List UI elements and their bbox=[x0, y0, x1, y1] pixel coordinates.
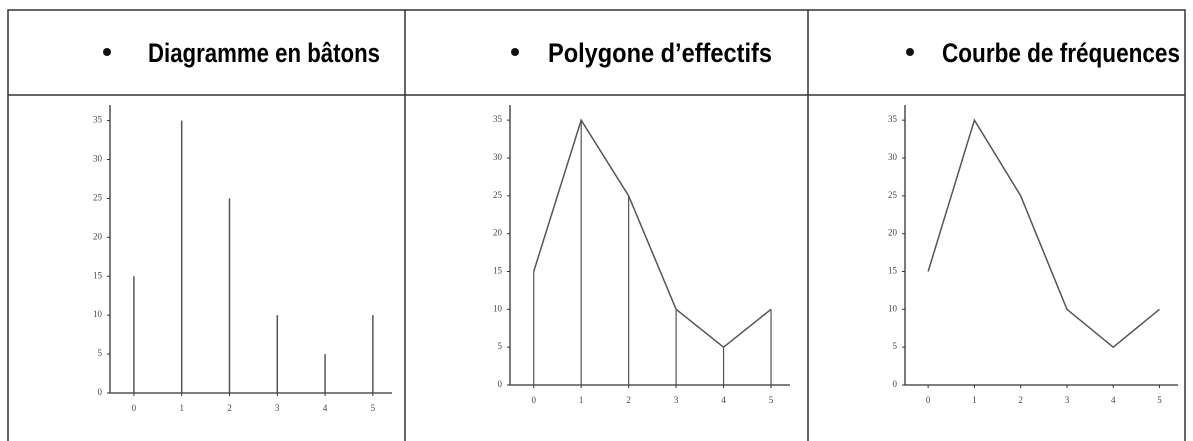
y-tick-label: 0 bbox=[893, 379, 898, 389]
x-tick-label: 3 bbox=[275, 403, 280, 413]
y-tick-label: 20 bbox=[493, 228, 503, 238]
x-tick-label: 2 bbox=[1018, 395, 1023, 405]
y-tick-label: 25 bbox=[888, 190, 898, 200]
y-tick-label: 35 bbox=[493, 114, 503, 124]
x-tick-label: 0 bbox=[132, 403, 137, 413]
y-tick-label: 35 bbox=[888, 114, 898, 124]
bullet bbox=[511, 48, 519, 56]
y-tick-label: 10 bbox=[888, 303, 898, 313]
x-tick-label: 4 bbox=[721, 395, 726, 405]
header-title: Diagramme en bâtons bbox=[148, 38, 380, 68]
x-tick-label: 5 bbox=[769, 395, 774, 405]
line bbox=[927, 118, 1160, 349]
x-tick-label: 2 bbox=[227, 403, 232, 413]
x-tick-label: 1 bbox=[972, 395, 977, 405]
x-tick-label: 1 bbox=[179, 403, 184, 413]
y-tick-label: 30 bbox=[888, 152, 898, 162]
y-tick-label: 15 bbox=[93, 270, 103, 280]
y-tick-label: 15 bbox=[888, 266, 898, 276]
y-tick-label: 0 bbox=[98, 387, 103, 397]
y-tick-label: 15 bbox=[493, 266, 503, 276]
x-tick-label: 3 bbox=[1065, 395, 1070, 405]
y-tick-label: 25 bbox=[493, 190, 503, 200]
x-tick-label: 0 bbox=[531, 395, 536, 405]
y-tick-label: 30 bbox=[493, 152, 503, 162]
header-title: Polygone d’effectifs bbox=[548, 38, 772, 68]
y-tick-label: 35 bbox=[93, 115, 103, 125]
x-tick-label: 2 bbox=[626, 395, 631, 405]
y-tick-label: 20 bbox=[93, 231, 103, 241]
x-tick-label: 5 bbox=[371, 403, 376, 413]
header-title: Courbe de fréquences bbox=[942, 38, 1180, 68]
x-tick-label: 5 bbox=[1157, 395, 1162, 405]
bullet bbox=[906, 48, 914, 56]
x-tick-label: 4 bbox=[323, 403, 328, 413]
x-tick-label: 4 bbox=[1111, 395, 1116, 405]
y-tick-label: 25 bbox=[93, 192, 103, 202]
x-tick-label: 3 bbox=[674, 395, 679, 405]
y-tick-label: 5 bbox=[98, 348, 103, 358]
y-tick-label: 5 bbox=[893, 341, 898, 351]
bullet bbox=[103, 48, 111, 56]
y-tick-label: 20 bbox=[888, 228, 898, 238]
y-tick-label: 5 bbox=[498, 341, 503, 351]
y-tick-label: 0 bbox=[498, 379, 503, 389]
table-border bbox=[7, 9, 1186, 441]
line bbox=[533, 118, 772, 349]
y-tick-label: 10 bbox=[93, 309, 103, 319]
x-tick-label: 1 bbox=[579, 395, 584, 405]
y-tick-label: 30 bbox=[93, 154, 103, 164]
y-tick-label: 10 bbox=[493, 303, 503, 313]
x-tick-label: 0 bbox=[926, 395, 931, 405]
